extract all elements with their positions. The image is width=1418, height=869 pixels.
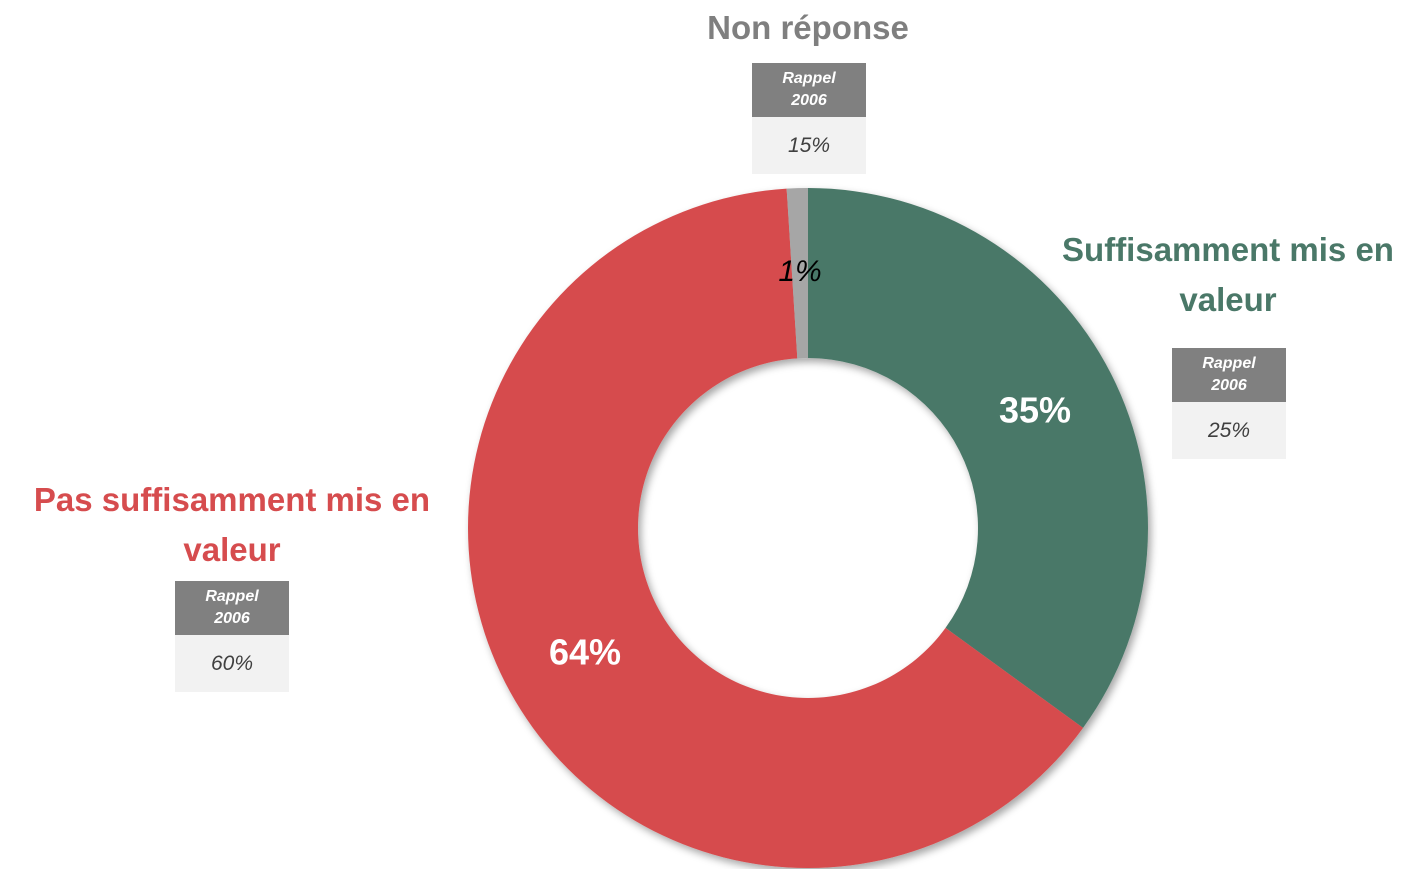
slice	[808, 188, 1149, 728]
recall-value: 15%	[752, 117, 866, 174]
recall-value: 60%	[175, 635, 289, 692]
recall-box: Rappel 2006 15%	[752, 63, 866, 174]
recall-header: Rappel 2006	[1172, 348, 1286, 402]
slice	[468, 188, 1084, 868]
value-label: 35%	[999, 390, 1071, 431]
recall-header: Rappel 2006	[175, 581, 289, 635]
recall-header: Rappel 2006	[752, 63, 866, 117]
value-label: 64%	[549, 632, 621, 673]
donut	[468, 188, 1149, 868]
recall-box: Rappel 2006 60%	[175, 581, 289, 692]
category-label: Suffisamment mis en valeur	[1062, 231, 1394, 318]
recall-value: 25%	[1172, 402, 1286, 459]
slice	[786, 188, 808, 359]
category-label: Pas suffisamment mis en valeur	[33, 481, 431, 568]
category-label: Non réponse	[707, 9, 909, 46]
value-label: 1%	[778, 255, 821, 288]
recall-box: Rappel 2006 25%	[1172, 348, 1286, 459]
